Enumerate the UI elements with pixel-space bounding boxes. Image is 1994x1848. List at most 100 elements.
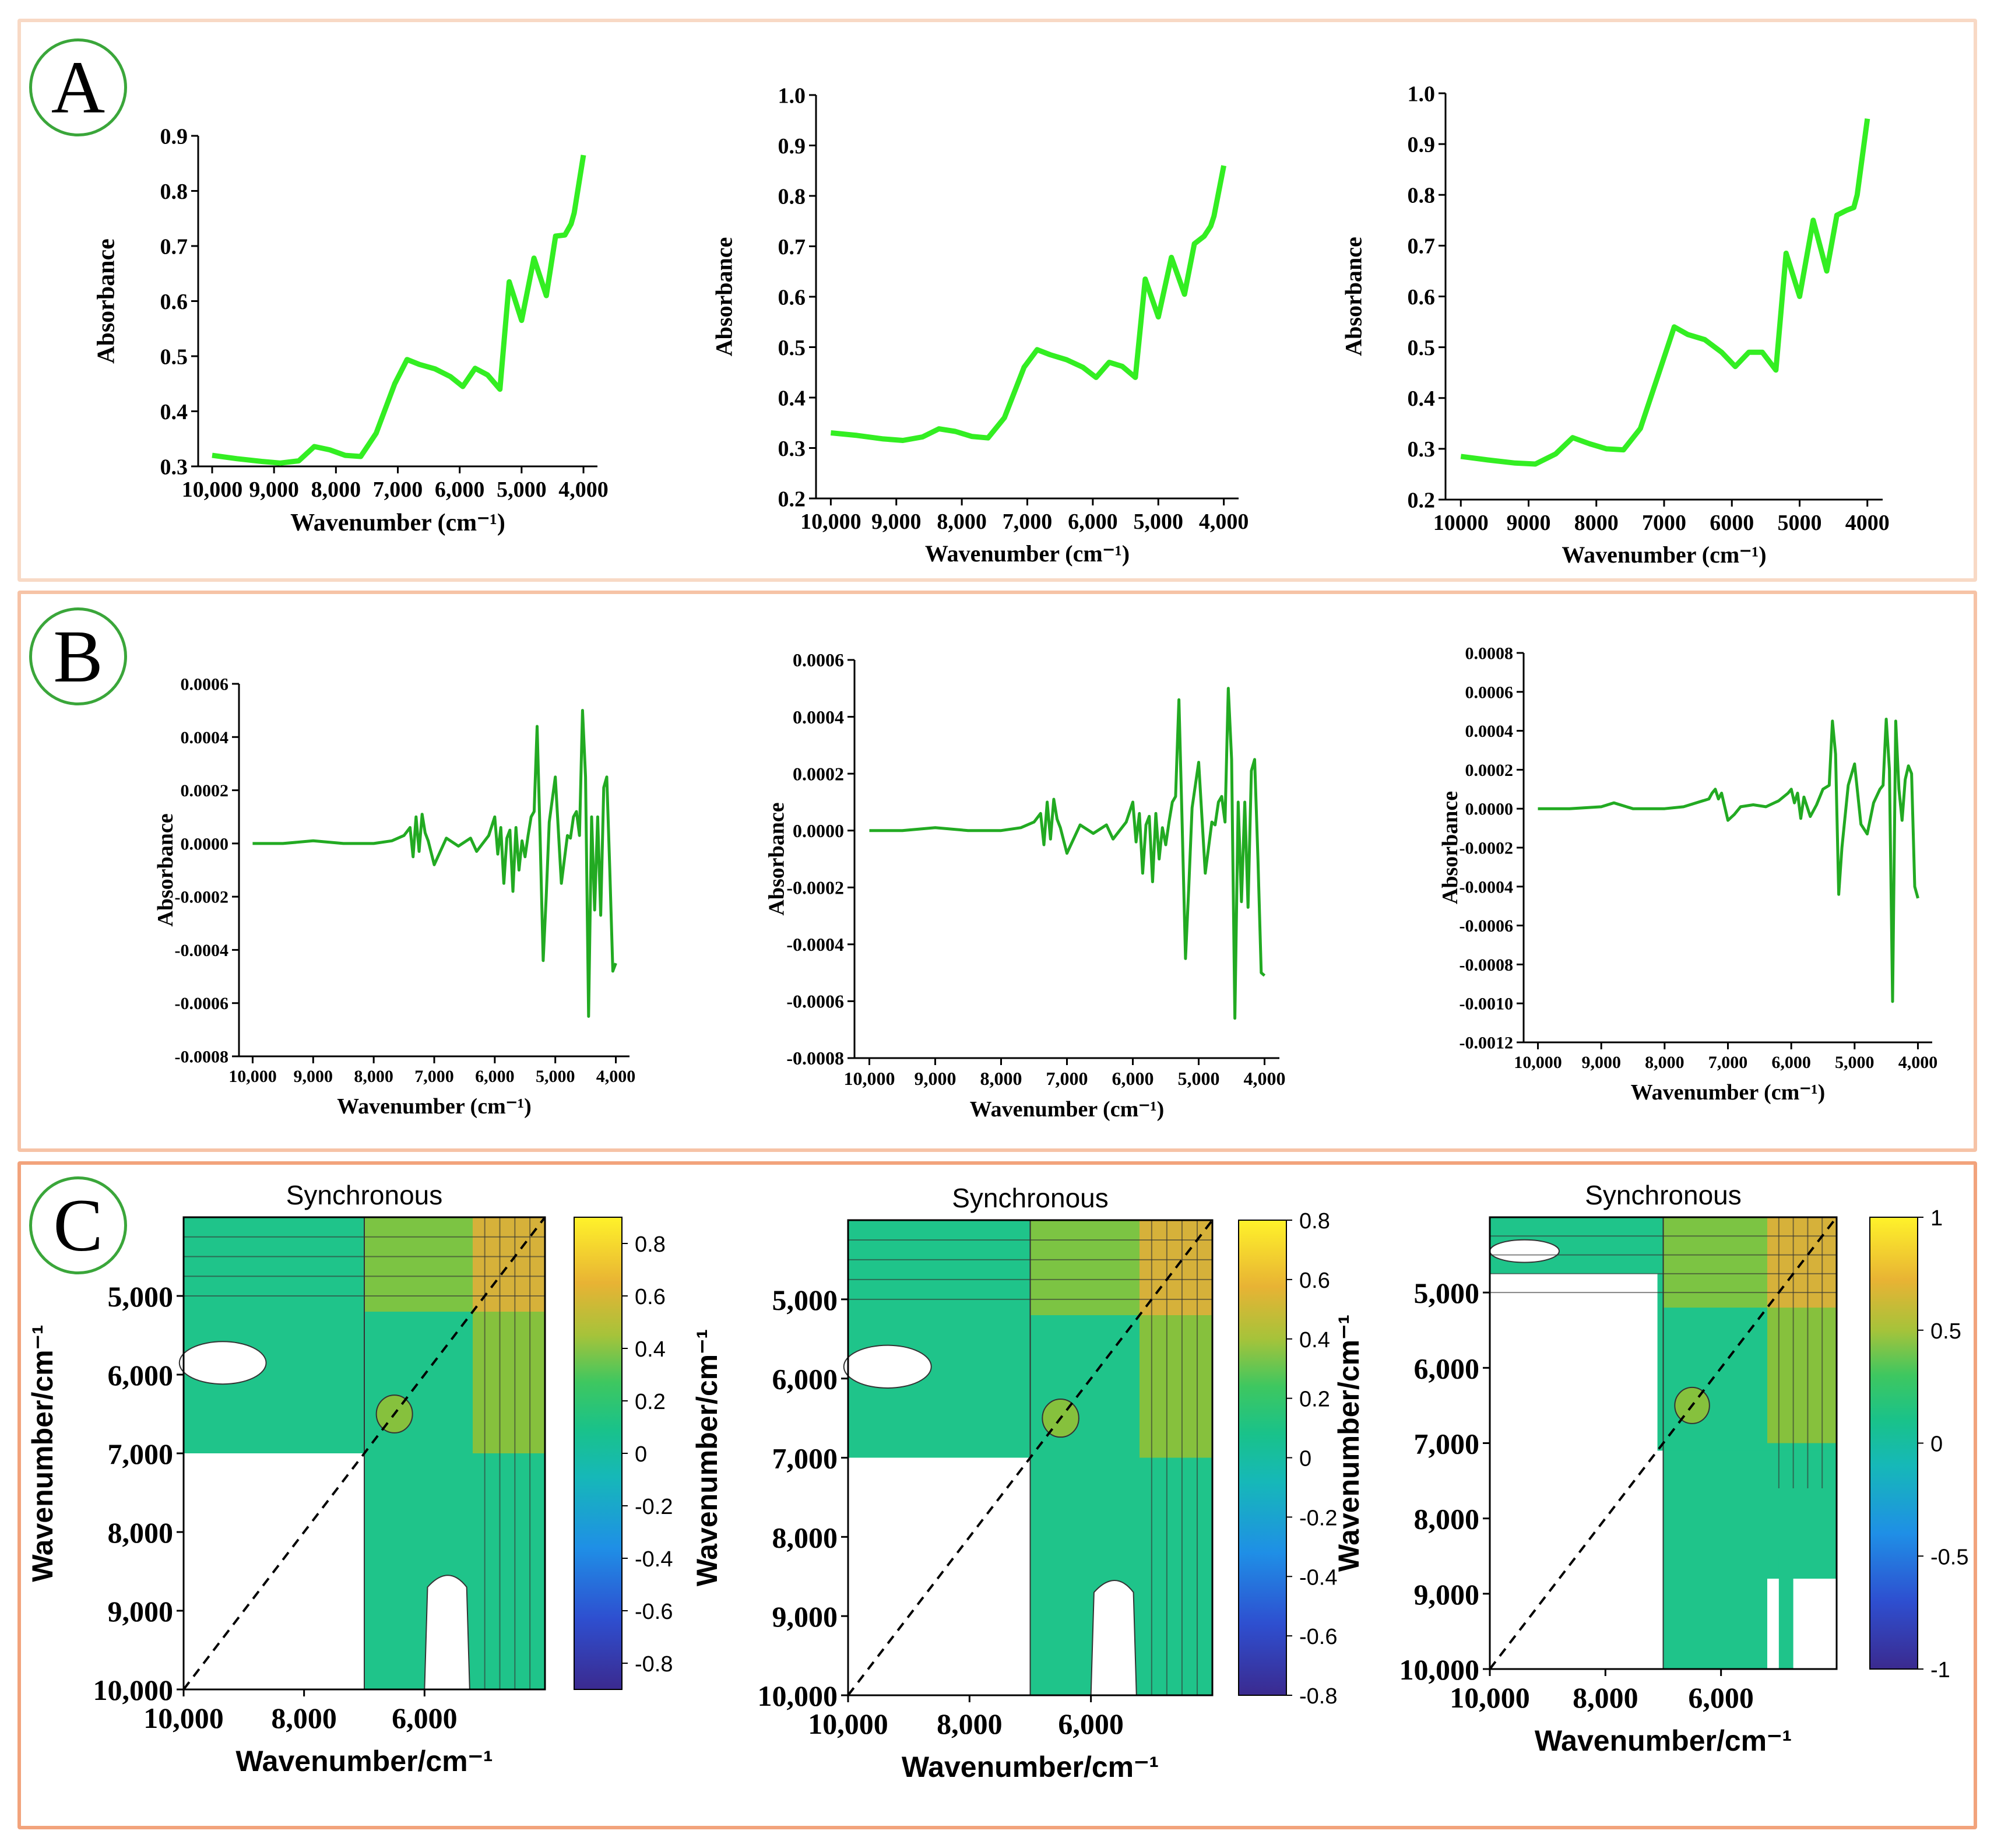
x-tick-label: 4000 [1845, 511, 1890, 535]
x-tick-label: 9,000 [915, 1068, 956, 1089]
y-tick-label: -0.0012 [1460, 1034, 1514, 1053]
x-tick-label: 5000 [1778, 511, 1822, 535]
y-tick-label: 0.0006 [793, 649, 844, 670]
colorbar-tick-label: 0.8 [1299, 1209, 1330, 1234]
x-tick-label: 4,000 [1898, 1053, 1938, 1072]
y-tick-label: 0.4 [778, 386, 806, 410]
y-tick-label: 0.0000 [793, 820, 844, 841]
colorbar-tick-label: -0.8 [1299, 1684, 1337, 1709]
y-tick-label: 9,000 [108, 1595, 174, 1628]
series-line [252, 709, 617, 1018]
zero-region [424, 1575, 470, 1690]
colorbar [1238, 1220, 1287, 1696]
panel-c [17, 1161, 1977, 1829]
x-axis-label: Wavenumber/cm⁻¹ [235, 1745, 493, 1777]
colorbar-tick-label: 0.5 [1930, 1319, 1961, 1344]
x-tick-label: 6000 [1710, 511, 1754, 535]
y-axis-label: Wavenumber/cm⁻¹ [1332, 1315, 1365, 1572]
x-tick-label: 10,000 [1450, 1681, 1530, 1714]
y-tick-label: 6,000 [108, 1359, 174, 1392]
x-tick-label: 7,000 [414, 1067, 454, 1086]
colorbar-tick-label: 0 [635, 1442, 647, 1467]
colorbar-tick-label: 0.4 [1299, 1328, 1330, 1352]
correlation-region [1778, 1556, 1793, 1669]
x-tick-label: 6,000 [1068, 510, 1118, 534]
y-tick-label: 7,000 [772, 1442, 838, 1475]
y-tick-label: -0.0006 [175, 994, 229, 1013]
y-tick-label: 1.0 [778, 83, 806, 108]
x-tick-label: 4,000 [1199, 510, 1249, 534]
x-tick-label: 6,000 [1058, 1708, 1124, 1740]
y-axis-label: Absorbance [1341, 237, 1367, 356]
x-tick-label: 8,000 [354, 1067, 393, 1086]
y-tick-label: 5,000 [1414, 1277, 1480, 1309]
y-tick-label: 6,000 [1414, 1352, 1480, 1385]
x-tick-label: 4,000 [596, 1067, 636, 1086]
diagonal-line [1489, 1216, 1838, 1670]
x-tick-label: 8,000 [1573, 1681, 1638, 1714]
y-tick-label: 10,000 [93, 1674, 174, 1706]
x-axis-label: Wavenumber (cm⁻¹) [1562, 542, 1766, 568]
y-tick-label: 0.8 [160, 180, 188, 204]
colorbar-tick-label: -0.2 [635, 1495, 673, 1519]
y-tick-label: 10,000 [758, 1680, 838, 1712]
y-tick-label: 8,000 [772, 1521, 838, 1554]
y-axis-label: Wavenumber/cm⁻¹ [691, 1329, 723, 1586]
y-tick-label: 10,000 [1399, 1653, 1480, 1686]
x-tick-label: 8,000 [937, 1708, 1003, 1740]
y-tick-label: 0.4 [1408, 387, 1436, 411]
y-tick-label: 0.5 [1408, 336, 1436, 360]
zero-region [178, 1341, 267, 1385]
diagonal-line [182, 1216, 546, 1691]
colorbar-tick-label: -0.8 [635, 1652, 673, 1677]
zero-region [1489, 1239, 1560, 1263]
x-axis-label: Wavenumber (cm⁻¹) [970, 1097, 1165, 1122]
x-tick-label: 9,000 [294, 1067, 333, 1086]
x-tick-label: 5,000 [536, 1067, 575, 1086]
panel-b [17, 591, 1977, 1152]
x-tick-label: 10,000 [844, 1068, 895, 1089]
y-tick-label: 0.0000 [1465, 800, 1514, 819]
y-axis-label: Absorbance [764, 802, 789, 915]
x-tick-label: 6,000 [1112, 1068, 1154, 1089]
colorbar-tick-label: -0.4 [635, 1547, 673, 1572]
x-tick-label: 10,000 [182, 477, 243, 502]
x-tick-label: 6,000 [1771, 1053, 1811, 1072]
zero-region [1090, 1580, 1137, 1696]
x-tick-label: 8,000 [980, 1068, 1022, 1089]
panel-b-label: B [29, 607, 127, 705]
x-tick-label: 7,000 [1046, 1068, 1088, 1089]
y-tick-label: -0.0010 [1460, 995, 1514, 1014]
y-tick-label: 0.4 [160, 400, 188, 424]
y-tick-label: 0.6 [778, 285, 806, 310]
y-tick-label: -0.0004 [786, 934, 844, 955]
colorbar-tick-label: -0.4 [1299, 1565, 1337, 1590]
y-axis-label: Absorbance [153, 813, 178, 926]
x-tick-label: 4,000 [558, 477, 609, 502]
y-tick-label: 0.5 [160, 345, 188, 369]
y-tick-label: 0.7 [1408, 234, 1436, 259]
y-tick-label: 7,000 [1414, 1428, 1480, 1460]
x-tick-label: 8000 [1574, 511, 1619, 535]
colorbar-tick-label: -1 [1930, 1658, 1950, 1682]
y-tick-label: -0.0004 [175, 941, 229, 960]
y-tick-label: 1.0 [1408, 82, 1436, 106]
y-axis-label: Wavenumber/cm⁻¹ [26, 1324, 59, 1582]
y-axis-label: Absorbance [711, 237, 737, 356]
y-tick-label: -0.0006 [786, 991, 844, 1012]
series-line [1538, 718, 1919, 1003]
x-tick-label: 10,000 [228, 1067, 277, 1086]
y-tick-label: -0.0008 [175, 1048, 229, 1067]
series-line [1460, 118, 1870, 467]
x-tick-label: 9,000 [249, 477, 299, 502]
x-tick-label: 10,000 [143, 1702, 224, 1734]
colorbar [574, 1217, 623, 1690]
y-tick-label: 0.6 [1408, 285, 1436, 310]
diagonal-line [847, 1219, 1214, 1696]
x-tick-label: 5,000 [1835, 1053, 1875, 1072]
